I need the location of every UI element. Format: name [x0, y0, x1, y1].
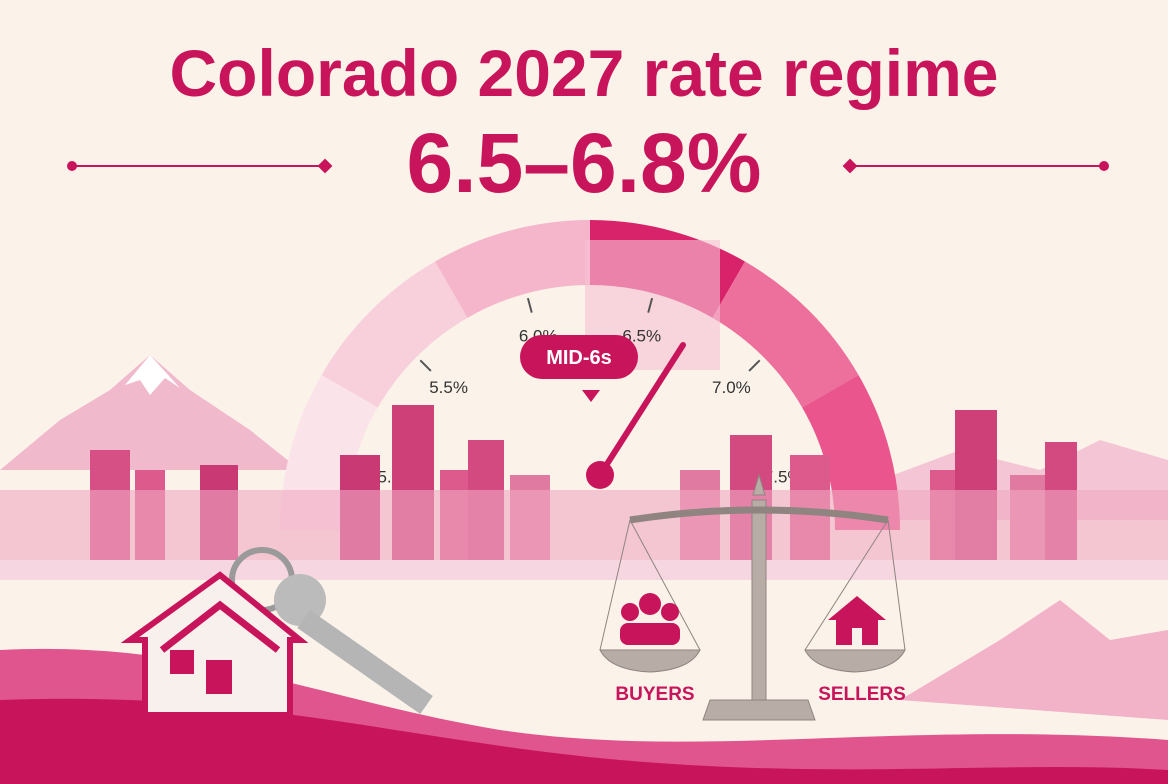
icons-part: [852, 628, 862, 645]
gauge-tick: [748, 359, 761, 372]
icons: [620, 593, 886, 645]
needle: [597, 342, 686, 478]
gauge-tick: [419, 359, 432, 372]
gauge-label: 6.5%: [622, 326, 661, 345]
buyers-label: BUYERS: [615, 684, 694, 705]
gauge-tick: [647, 297, 654, 313]
divider: [67, 158, 1109, 174]
scale-part: [629, 506, 889, 524]
sellers-label: SELLERS: [818, 684, 906, 705]
icons-part: [661, 603, 679, 621]
icons-part: [639, 593, 661, 615]
gauge-tick: [526, 297, 533, 313]
divider-part: [67, 161, 77, 171]
scale-part: [599, 649, 701, 673]
scale-part: [804, 649, 906, 673]
mountains-part: [0, 355, 300, 470]
house-keychain-part: [170, 650, 194, 674]
divider-part: [1099, 161, 1109, 171]
ground-part: [0, 560, 1168, 580]
scale-part: [751, 499, 767, 701]
gauge-segment: [321, 261, 468, 408]
title: Colorado 2027 rate regime: [170, 36, 999, 110]
icons-part: [828, 596, 886, 645]
house-keychain-part: [120, 571, 309, 718]
divider-part: [842, 158, 858, 174]
subtitle: 6.5–6.8%: [407, 116, 762, 210]
mountains-part: [125, 355, 180, 395]
house-keychain-part: [297, 609, 433, 715]
gauge-segment: [712, 261, 859, 408]
house-keychain-part: [206, 660, 232, 694]
mountains-part: [900, 600, 1168, 720]
badge: [520, 335, 638, 379]
badge-pointer: [582, 390, 600, 402]
gauge-label: 5.5%: [429, 378, 468, 397]
gauge-segment: [435, 220, 590, 318]
gauge-label: 7.0%: [712, 378, 751, 397]
house-keychain: [120, 547, 433, 718]
scale: [599, 473, 906, 721]
scale-part: [599, 519, 906, 651]
icons-part: [620, 623, 680, 645]
house-keychain-part: [159, 600, 281, 653]
gauge: 5.0%5.5%6.0%6.5%7.0%7.5%MID-6s: [280, 220, 900, 530]
skyline-part: [0, 490, 1168, 560]
badge-label: MID-6s: [546, 347, 612, 369]
needle-hub: [586, 461, 614, 489]
divider-part: [317, 158, 333, 174]
scale-part: [702, 699, 816, 721]
scale-part: [752, 473, 766, 496]
icons-part: [621, 603, 639, 621]
ground-part: [0, 698, 1168, 784]
